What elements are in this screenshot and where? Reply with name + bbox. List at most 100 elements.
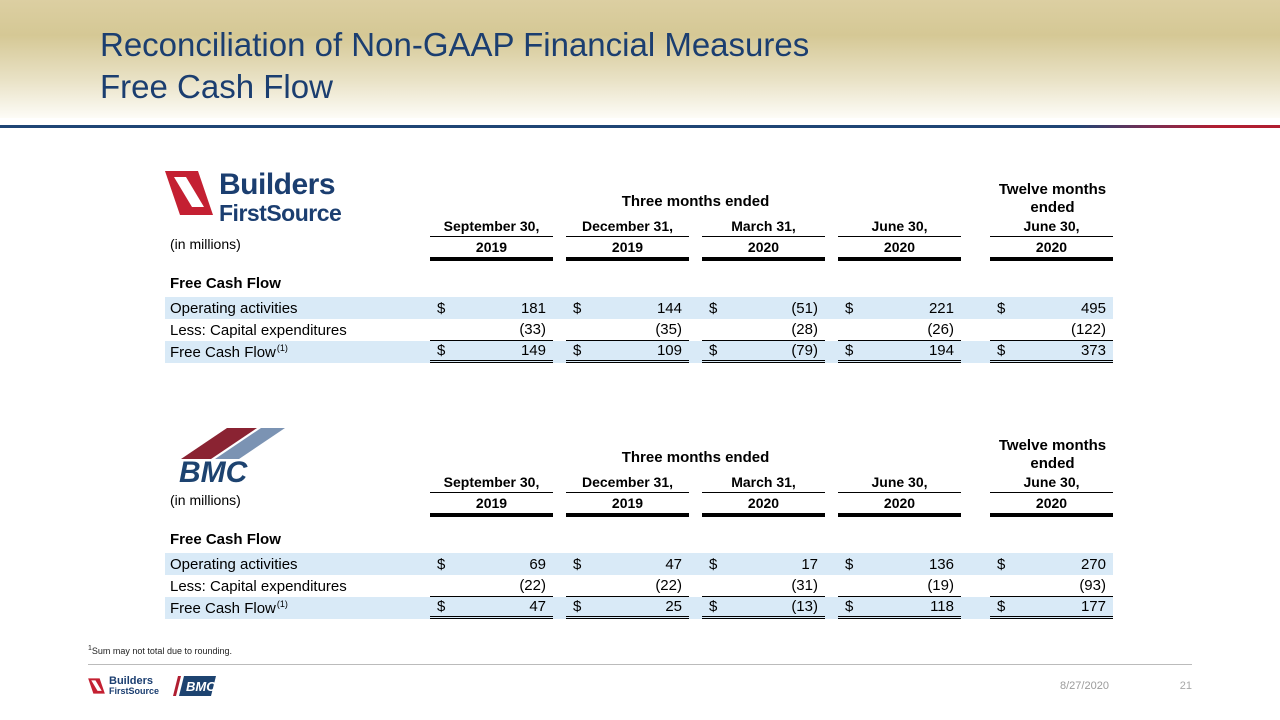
row-label: Operating activities [165,553,430,575]
footer-builders-firstsource-logo: Builders FirstSource [88,676,159,696]
table-builders-firstsource: Builders FirstSource Three months ended … [165,168,1113,363]
column-year: 2019 [475,239,508,255]
table-row-capital-expenditures: Less: Capital expenditures (33) (35) (28… [165,319,1113,341]
dollar-sign: $ [437,299,446,317]
cell-value: 109 [656,342,682,359]
bmc-wordmark: BMC [179,456,249,486]
footer-bmc-logo: BMC [173,676,216,696]
column-underline-bar [430,257,553,261]
footnote-text: Sum may not total due to rounding. [91,646,232,656]
cell-value: (22) [519,577,546,594]
column-year: 2020 [1035,239,1068,255]
column-date: March 31, [702,218,825,237]
row-label-text: Free Cash Flow [170,343,276,361]
table-cell: $136 [838,553,961,575]
slide-title-line1: Reconciliation of Non-GAAP Financial Mea… [100,26,810,63]
dollar-sign: $ [437,555,446,573]
label-column-spacer: (in millions) [165,474,430,517]
table-cell: $194 [838,341,961,363]
cell-value: (122) [1070,321,1106,338]
cell-value: 25 [665,598,682,615]
builders-firstsource-logo: Builders FirstSource [165,168,342,226]
table-cell: $495 [990,297,1113,319]
cell-value: (33) [519,321,546,338]
cell-value: 194 [928,342,954,359]
table-cell: $177 [990,597,1113,619]
twelve-months-line2: ended [1030,199,1075,217]
column-underline-bar [702,513,825,517]
column-header: March 31, 2020 [702,218,825,261]
cell-value: (22) [655,577,682,594]
column-header: March 31, 2020 [702,474,825,517]
column-date: June 30, [838,218,961,237]
table-cell: $373 [990,341,1113,363]
column-date: June 30, [990,218,1113,237]
twelve-months-line1: Twelve months [998,436,1107,454]
table-cell: (26) [838,319,961,341]
row-label: Free Cash Flow (1) [165,597,430,619]
cell-value: 495 [1080,299,1106,317]
footnote: 1Sum may not total due to rounding. [88,645,232,656]
column-date: September 30, [430,474,553,493]
table-cell: (122) [990,319,1113,341]
column-year: 2019 [611,495,644,511]
footer-logos: Builders FirstSource BMC [88,673,217,699]
cell-value: 47 [529,598,546,615]
builders-firstsource-wordmark: Builders FirstSource [219,168,342,226]
dollar-sign: $ [437,598,446,615]
builders-firstsource-mark-icon [88,678,105,694]
dollar-sign: $ [845,555,854,573]
bfs-wordmark-line2: FirstSource [219,200,342,226]
column-date: December 31, [566,474,689,493]
page-number: 21 [1179,680,1192,692]
column-year: 2020 [747,239,780,255]
dollar-sign: $ [573,342,582,359]
cell-value: 149 [520,342,546,359]
cell-value: (35) [655,321,682,338]
bmc-emblem-icon: BMC [179,428,285,489]
table-row-operating-activities: Operating activities $181 $144 $ (51) $22… [165,297,1113,319]
twelve-months-header: Twelve months ended [980,437,1125,475]
table-cell: $17 [702,553,825,575]
column-date: September 30, [430,218,553,237]
row-label: Free Cash Flow (1) [165,341,430,363]
bfs-wordmark-line1: Builders [219,168,336,201]
dollar-sign: $ [997,555,1006,573]
slide-date: 8/27/2020 [1060,680,1109,692]
dollar-sign: $ [573,555,582,573]
dollar-sign: $ [997,598,1006,615]
slide-title-line2: Free Cash Flow [100,68,333,106]
column-header: June 30, 2020 [990,218,1113,261]
column-date: June 30, [838,474,961,493]
footnote-superscript: 1 [88,645,92,652]
column-date: December 31, [566,218,689,237]
cell-value: 177 [1080,598,1106,615]
table-cell: $118 [838,597,961,619]
footer-divider [88,664,1192,665]
cell-value: 181 [520,299,546,317]
table-cell: $181 [430,297,553,319]
dollar-sign: $ [845,299,854,317]
cell-value: (26) [927,321,954,338]
dollar-sign: $ [573,598,582,615]
row-label-text: Less: Capital expenditures [170,577,347,595]
row-label-sup: (1) [276,599,288,609]
cell-value: 373 [1080,342,1106,359]
column-year: 2020 [883,495,916,511]
cell-value: (28) [791,321,818,338]
three-months-header: Three months ended [621,193,770,210]
title-divider [0,125,1280,128]
dollar-sign: $ [845,342,854,359]
in-millions-label: (in millions) [170,492,241,508]
row-label: Less: Capital expenditures [165,319,430,341]
table-cell: (28) [702,319,825,341]
table-cell: (33) [430,319,553,341]
row-label-text: Operating activities [170,555,298,573]
cell-value: 136 [928,555,954,573]
table-cell: $149 [430,341,553,363]
column-header: June 30, 2020 [838,474,961,517]
row-label-text: Less: Capital expenditures [170,321,347,339]
column-year: 2019 [475,495,508,511]
cell-value: (19) [927,577,954,594]
cell-value: 118 [930,598,954,615]
